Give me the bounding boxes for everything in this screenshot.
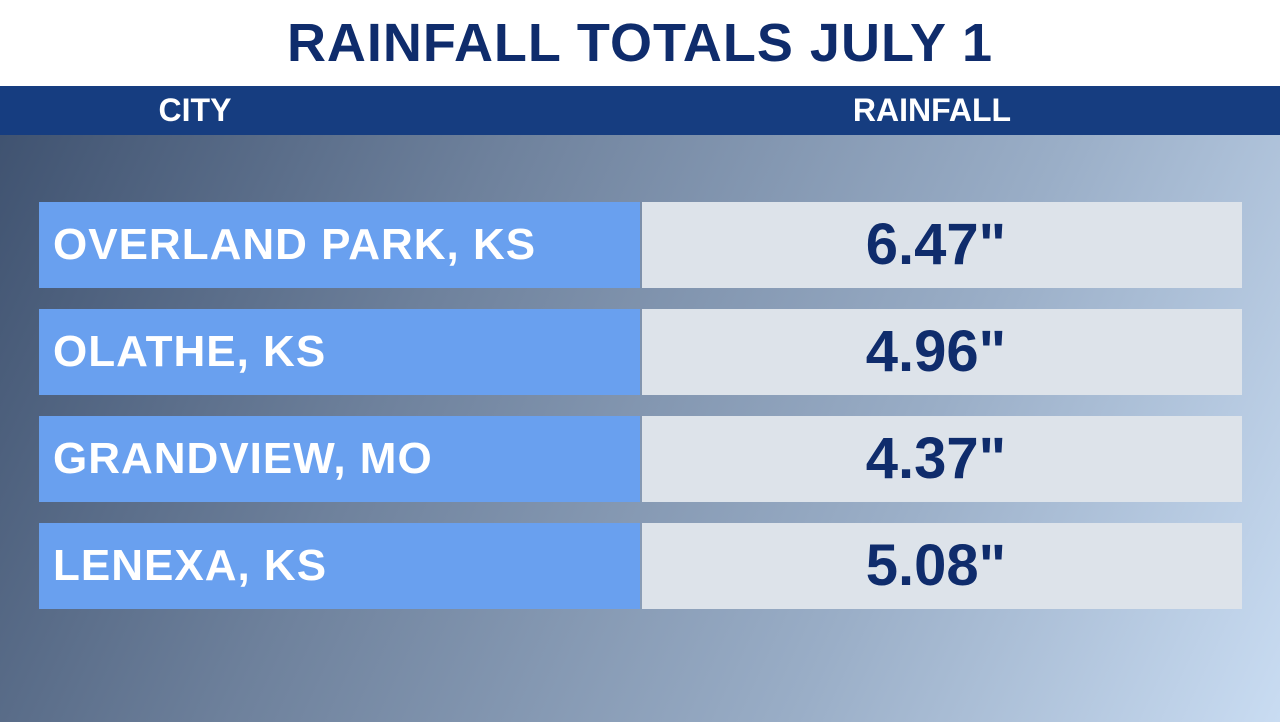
rainfall-cell: 4.37" [642,416,1242,502]
city-cell: LENEXA, KS [39,523,640,609]
title: RAINFALL TOTALS JULY 1 [286,13,994,73]
city-cell: GRANDVIEW, MO [39,416,640,502]
column-header: CITY [158,92,232,128]
title-band: RAINFALL TOTALS JULY 1 [0,0,1280,86]
table-row: LENEXA, KS 5.08" [39,523,1242,609]
header-bar: CITY RAINFALL [0,86,1280,135]
city-cell: OLATHE, KS [39,309,640,395]
rainfall-cell: 5.08" [642,523,1242,609]
table-row: GRANDVIEW, MO 4.37" [39,416,1242,502]
rainfall-cell: 4.96" [642,309,1242,395]
table-row: OVERLAND PARK, KS 6.47" [39,202,1242,288]
column-header: RAINFALL [852,92,1012,128]
city-cell: OVERLAND PARK, KS [39,202,640,288]
rainfall-cell: 6.47" [642,202,1242,288]
table-row: OLATHE, KS 4.96" [39,309,1242,395]
